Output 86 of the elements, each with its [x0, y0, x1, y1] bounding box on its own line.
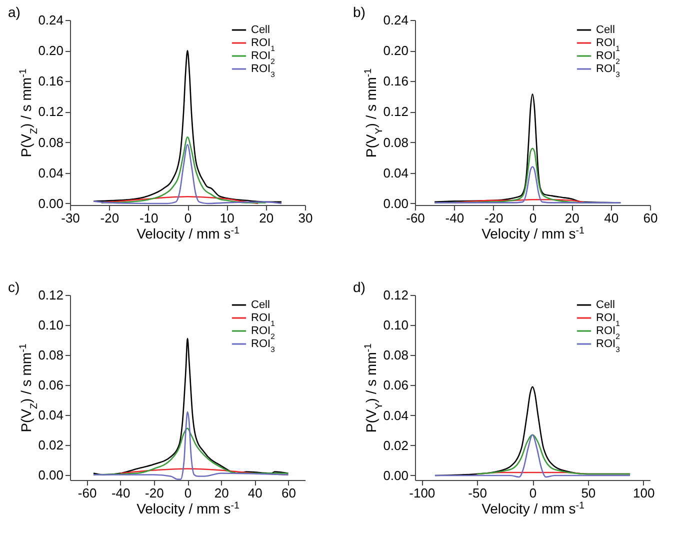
legend-label: ROI$_{2}$ [251, 325, 275, 340]
x-tick-label: 30 [298, 210, 313, 226]
y-tick-label: 0.04 [383, 408, 408, 423]
x-tick-label: 60 [281, 486, 296, 500]
y-tick-label: 0.02 [383, 438, 408, 453]
y-tick-label: 0.12 [38, 104, 64, 120]
line-series [434, 166, 622, 204]
legend-label: Cell [596, 299, 615, 311]
legend-label: Cell [251, 24, 270, 36]
line-series [92, 144, 282, 204]
x-tick-label: 20 [214, 486, 229, 500]
x-tick-label: -20 [145, 486, 164, 500]
legend-label: ROI$_{3}$ [251, 63, 275, 78]
x-tick-label: -100 [409, 486, 436, 500]
y-tick-label: 0.24 [383, 12, 408, 28]
x-tick-label: -40 [445, 210, 464, 226]
legend-label: ROI$_{3}$ [596, 338, 620, 354]
y-tick-label: 0.16 [38, 74, 64, 89]
y-tick-label: 0.00 [38, 467, 64, 482]
y-tick-label: 0.10 [38, 317, 64, 332]
x-tick-label: -60 [406, 210, 425, 226]
legend-label: ROI$_{1}$ [596, 312, 620, 328]
x-axis-title: Velocity / mm s$^{-1}$ [482, 225, 584, 242]
x-tick-label: 20 [259, 210, 274, 226]
x-axis-title: Velocity / mm s$^{-1}$ [136, 225, 240, 242]
line-series [92, 411, 289, 480]
y-tick-label: 0.24 [38, 12, 64, 28]
chart-title: a) [8, 4, 20, 20]
x-axis-title: Velocity / mm s$^{-1}$ [136, 500, 240, 516]
x-tick-label: -10 [139, 210, 158, 226]
legend-label: ROI$_{3}$ [596, 63, 620, 78]
x-tick-label: 60 [643, 210, 658, 226]
x-tick-label: 100 [632, 486, 655, 500]
legend-label: ROI$_{1}$ [251, 312, 275, 328]
y-tick-label: 0.12 [383, 104, 408, 120]
x-tick-label: 40 [604, 210, 619, 226]
chart-title: b) [353, 4, 366, 20]
x-tick-label: 20 [564, 210, 580, 226]
line-series [100, 136, 266, 204]
line-series [476, 434, 631, 475]
y-tick-label: 0.02 [38, 437, 64, 452]
chart-title: d) [353, 279, 366, 295]
x-tick-label: 0 [184, 486, 192, 500]
y-tick-label: 0.12 [38, 288, 64, 302]
x-tick-label: -20 [100, 210, 120, 226]
y-tick-label: 0.04 [38, 165, 64, 180]
chart-title: c) [8, 279, 20, 295]
x-tick-label: -30 [61, 210, 80, 226]
y-tick-label: 0.10 [383, 318, 408, 333]
legend-label: Cell [596, 24, 615, 36]
legend-label: ROI$_{2}$ [251, 50, 275, 66]
legend-label: ROI$_{2}$ [596, 325, 620, 340]
x-tick-label: -60 [78, 486, 97, 500]
y-tick-label: 0.00 [383, 468, 408, 483]
legend-label: ROI$_{1}$ [596, 37, 620, 52]
x-tick-label: -20 [484, 210, 504, 226]
y-tick-label: 0.00 [38, 196, 64, 211]
x-tick-label: 0 [529, 486, 537, 500]
x-tick-label: 0 [529, 210, 537, 226]
y-tick-label: 0.20 [38, 43, 64, 58]
line-series [92, 50, 282, 203]
line-series [92, 338, 289, 476]
y-tick-label: 0.20 [383, 43, 408, 58]
y-tick-label: 0.04 [383, 165, 408, 180]
x-tick-label: 40 [248, 486, 262, 500]
y-tick-label: 0.06 [38, 377, 64, 392]
x-tick-label: -40 [111, 486, 130, 500]
legend-label: ROI$_{2}$ [596, 50, 620, 66]
x-tick-label: 10 [220, 210, 234, 226]
y-tick-label: 0.08 [383, 348, 408, 363]
legend-label: ROI$_{3}$ [251, 338, 275, 354]
y-tick-label: 0.04 [38, 407, 64, 422]
y-tick-label: 0.06 [383, 378, 408, 393]
line-series [434, 434, 631, 478]
y-tick-label: 0.08 [38, 134, 64, 150]
x-axis-title: Velocity / mm s$^{-1}$ [482, 500, 584, 516]
y-tick-label: 0.08 [38, 347, 64, 362]
x-tick-label: 0 [184, 210, 192, 226]
legend-label: Cell [251, 299, 270, 311]
y-tick-label: 0.16 [383, 74, 408, 89]
legend-label: ROI$_{1}$ [251, 37, 275, 52]
y-tick-label: 0.00 [383, 196, 408, 211]
x-tick-label: -50 [468, 486, 487, 500]
x-tick-label: 50 [581, 486, 596, 500]
y-tick-label: 0.12 [383, 288, 408, 302]
y-tick-label: 0.08 [383, 134, 408, 150]
